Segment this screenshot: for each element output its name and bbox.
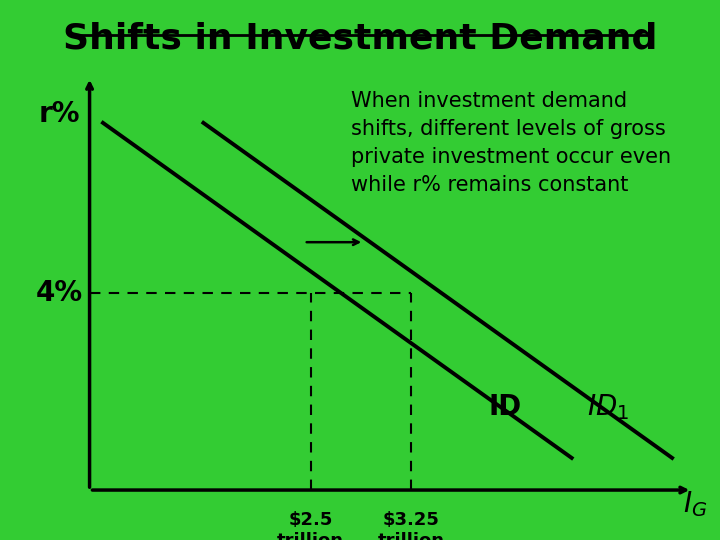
Text: $I_G$: $I_G$ bbox=[683, 489, 708, 519]
Text: 4%: 4% bbox=[36, 279, 83, 307]
Text: r%: r% bbox=[39, 100, 80, 127]
Text: $ID_1$: $ID_1$ bbox=[588, 393, 629, 422]
Text: Shifts in Investment Demand: Shifts in Investment Demand bbox=[63, 22, 657, 56]
Text: When investment demand
shifts, different levels of gross
private investment occu: When investment demand shifts, different… bbox=[351, 91, 671, 195]
Text: ID: ID bbox=[488, 394, 521, 421]
Text: $2.5
trillion: $2.5 trillion bbox=[277, 511, 344, 540]
Text: $3.25
trillion: $3.25 trillion bbox=[377, 511, 444, 540]
